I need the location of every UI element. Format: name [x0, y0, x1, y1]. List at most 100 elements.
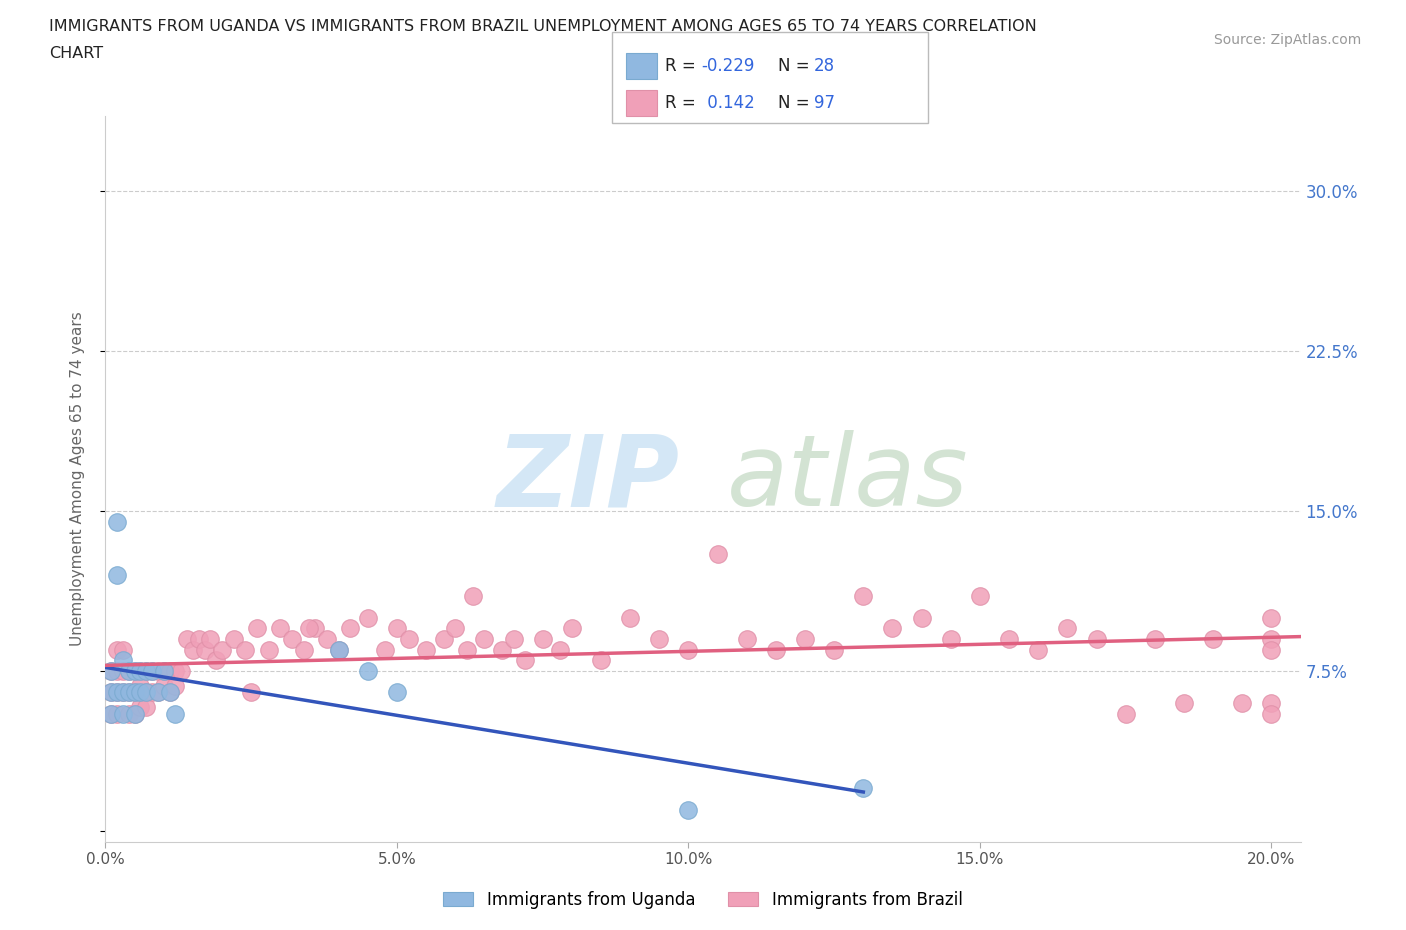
Point	[141, 684, 163, 699]
Point	[969, 589, 991, 604]
Point	[619, 610, 641, 625]
Point	[118, 684, 141, 699]
Point	[129, 663, 152, 678]
Point	[118, 684, 141, 699]
Point	[135, 663, 157, 678]
Point	[222, 631, 245, 646]
Point	[124, 706, 146, 721]
Point	[589, 653, 612, 668]
Text: IMMIGRANTS FROM UGANDA VS IMMIGRANTS FROM BRAZIL UNEMPLOYMENT AMONG AGES 65 TO 7: IMMIGRANTS FROM UGANDA VS IMMIGRANTS FRO…	[49, 19, 1038, 33]
Point	[735, 631, 758, 646]
Point	[193, 643, 215, 658]
Point	[998, 631, 1021, 646]
Point	[141, 663, 163, 678]
Point	[111, 643, 134, 658]
Point	[100, 706, 122, 721]
Point	[100, 684, 122, 699]
Point	[515, 653, 537, 668]
Point	[531, 631, 554, 646]
Point	[170, 663, 193, 678]
Point	[159, 684, 181, 699]
Point	[456, 643, 478, 658]
Point	[257, 643, 280, 658]
Point	[357, 610, 380, 625]
Text: N =: N =	[778, 94, 814, 112]
Point	[100, 663, 122, 678]
Point	[235, 643, 257, 658]
Point	[328, 643, 350, 658]
Point	[146, 663, 169, 678]
Point	[1202, 631, 1225, 646]
Point	[316, 631, 339, 646]
Point	[159, 684, 181, 699]
Point	[339, 621, 361, 636]
Point	[502, 631, 524, 646]
Point	[374, 643, 396, 658]
Text: -0.229: -0.229	[702, 58, 755, 75]
Point	[165, 706, 187, 721]
Point	[124, 684, 146, 699]
Point	[1260, 643, 1282, 658]
Point	[129, 663, 152, 678]
Point	[415, 643, 437, 658]
Point	[852, 589, 875, 604]
Point	[491, 643, 513, 658]
Point	[111, 663, 134, 678]
Point	[1026, 643, 1049, 658]
Point	[181, 643, 204, 658]
Point	[100, 684, 122, 699]
Point	[328, 643, 350, 658]
Point	[135, 663, 157, 678]
Point	[187, 631, 209, 646]
Point	[292, 643, 315, 658]
Point	[211, 643, 233, 658]
Point	[105, 643, 128, 658]
Point	[200, 631, 222, 646]
Point	[461, 589, 484, 604]
Point	[118, 663, 141, 678]
Text: 97: 97	[814, 94, 835, 112]
Point	[205, 653, 228, 668]
Point	[124, 663, 146, 678]
Text: atlas: atlas	[727, 431, 969, 527]
Point	[111, 684, 134, 699]
Point	[304, 621, 326, 636]
Point	[152, 663, 174, 678]
Point	[385, 684, 408, 699]
Text: R =: R =	[665, 58, 702, 75]
Point	[269, 621, 291, 636]
Point	[124, 663, 146, 678]
Point	[1232, 696, 1254, 711]
Point	[105, 706, 128, 721]
Point	[146, 684, 169, 699]
Text: 0.142: 0.142	[702, 94, 755, 112]
Point	[105, 663, 128, 678]
Point	[105, 684, 128, 699]
Point	[939, 631, 962, 646]
Point	[385, 621, 408, 636]
Point	[118, 706, 141, 721]
Point	[281, 631, 304, 646]
Point	[1115, 706, 1137, 721]
Point	[100, 706, 122, 721]
Point	[678, 643, 700, 658]
Point	[146, 684, 169, 699]
Point	[765, 643, 787, 658]
Point	[141, 663, 163, 678]
Point	[118, 663, 141, 678]
Point	[105, 684, 128, 699]
Point	[165, 679, 187, 694]
Text: CHART: CHART	[49, 46, 103, 61]
Point	[246, 621, 269, 636]
Point	[129, 699, 152, 714]
Point	[111, 653, 134, 668]
Point	[100, 663, 122, 678]
Point	[548, 643, 571, 658]
Point	[1085, 631, 1108, 646]
Point	[152, 663, 174, 678]
Point	[823, 643, 845, 658]
Point	[135, 684, 157, 699]
Point	[1173, 696, 1195, 711]
Point	[794, 631, 817, 646]
Point	[357, 663, 380, 678]
